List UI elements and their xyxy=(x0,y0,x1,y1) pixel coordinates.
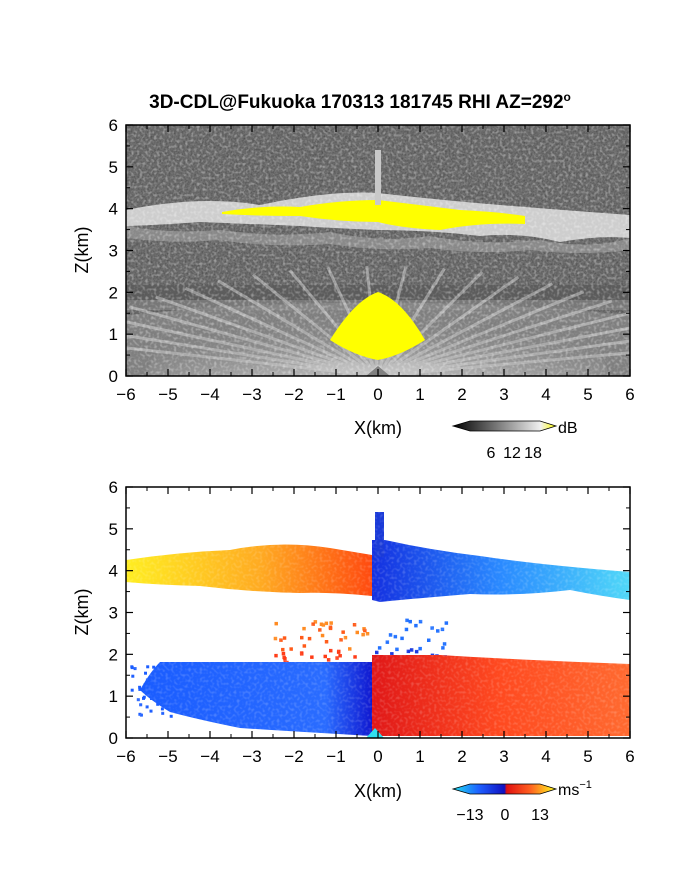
y-tick-label: 5 xyxy=(109,520,118,539)
y-tick-label: 2 xyxy=(109,645,118,664)
y-tick-label: 1 xyxy=(109,325,118,344)
x-tick-label: 5 xyxy=(583,747,592,766)
y-tick-label: 0 xyxy=(109,367,118,386)
x-tick-label: 1 xyxy=(415,385,424,404)
y-tick-label: 6 xyxy=(109,116,118,135)
x-tick-label: 3 xyxy=(499,385,508,404)
colorbar-tick-label: 18 xyxy=(524,445,542,462)
figure-title: 3D-CDL@Fukuoka 170313 181745 RHI AZ=292o xyxy=(149,90,571,113)
x-tick-label: −2 xyxy=(284,385,303,404)
x-tick-label: 6 xyxy=(625,747,634,766)
backscatter-colorbar: dB 6 12 18 xyxy=(451,420,578,462)
x-tick-label: −1 xyxy=(326,385,345,404)
velocity-colorbar: ms−1 −13 0 13 xyxy=(451,779,592,824)
backscatter-colorbar-unit: dB xyxy=(558,420,578,437)
backscatter-ylabel: Z(km) xyxy=(72,227,92,274)
x-tick-label: −4 xyxy=(200,385,219,404)
x-tick-label: 4 xyxy=(541,747,550,766)
x-tick-label: −5 xyxy=(158,385,177,404)
x-tick-label: 3 xyxy=(499,747,508,766)
x-tick-label: 2 xyxy=(457,385,466,404)
x-tick-label: 0 xyxy=(373,385,382,404)
y-tick-label: 4 xyxy=(109,200,118,219)
velocity-instrument xyxy=(366,728,384,738)
x-tick-label: −5 xyxy=(158,747,177,766)
x-tick-label: −1 xyxy=(326,747,345,766)
x-tick-label: 6 xyxy=(625,385,634,404)
y-tick-label: 0 xyxy=(109,729,118,748)
x-tick-label: −6 xyxy=(116,385,135,404)
y-tick-label: 3 xyxy=(109,604,118,623)
y-tick-label: 6 xyxy=(109,478,118,497)
y-tick-label: 1 xyxy=(109,687,118,706)
backscatter-xlabel: X(km) xyxy=(354,418,402,438)
colorbar-tick-label: 12 xyxy=(503,445,521,462)
backscatter-yellow-cloud xyxy=(222,200,525,230)
velocity-ylabel: Z(km) xyxy=(72,589,92,636)
velocity-ticks: −6 −5 −4 −3 −2 −1 0 1 2 3 4 5 6 0 1 2 3 4 5 6 xyxy=(109,478,635,766)
backscatter-ticks: −6 −5 −4 −3 −2 −1 0 1 2 3 4 5 6 0 1 2 3 4 5 6 xyxy=(109,116,635,404)
x-tick-label: −3 xyxy=(242,747,261,766)
colorbar-tick-label: 6 xyxy=(487,445,496,462)
x-tick-label: 0 xyxy=(373,747,382,766)
x-tick-label: −4 xyxy=(200,747,219,766)
x-tick-label: 2 xyxy=(457,747,466,766)
backscatter-colorbar-bar xyxy=(451,420,558,432)
backscatter-yellow-fan xyxy=(330,292,425,360)
y-tick-label: 2 xyxy=(109,283,118,302)
x-tick-label: −2 xyxy=(284,747,303,766)
colorbar-tick-label: 0 xyxy=(501,807,510,824)
y-tick-label: 3 xyxy=(109,242,118,261)
velocity-speckle xyxy=(126,487,630,738)
velocity-colorbar-unit: ms−1 xyxy=(558,779,592,799)
y-tick-label: 5 xyxy=(109,158,118,177)
backscatter-vertical-beam xyxy=(375,150,381,205)
x-tick-label: 5 xyxy=(583,385,592,404)
colorbar-tick-label: 13 xyxy=(531,807,549,824)
y-tick-label: 4 xyxy=(109,562,118,581)
velocity-colorbar-bar xyxy=(451,783,558,795)
x-tick-label: 4 xyxy=(541,385,550,404)
x-tick-label: −3 xyxy=(242,385,261,404)
x-tick-label: −6 xyxy=(116,747,135,766)
velocity-panel: −6 −5 −4 −3 −2 −1 0 1 2 3 4 5 6 0 1 2 3 4 5 6 X(km) Z(km) m… xyxy=(72,478,635,824)
x-tick-label: 1 xyxy=(415,747,424,766)
velocity-xlabel: X(km) xyxy=(354,781,402,801)
colorbar-tick-label: −13 xyxy=(456,807,483,824)
